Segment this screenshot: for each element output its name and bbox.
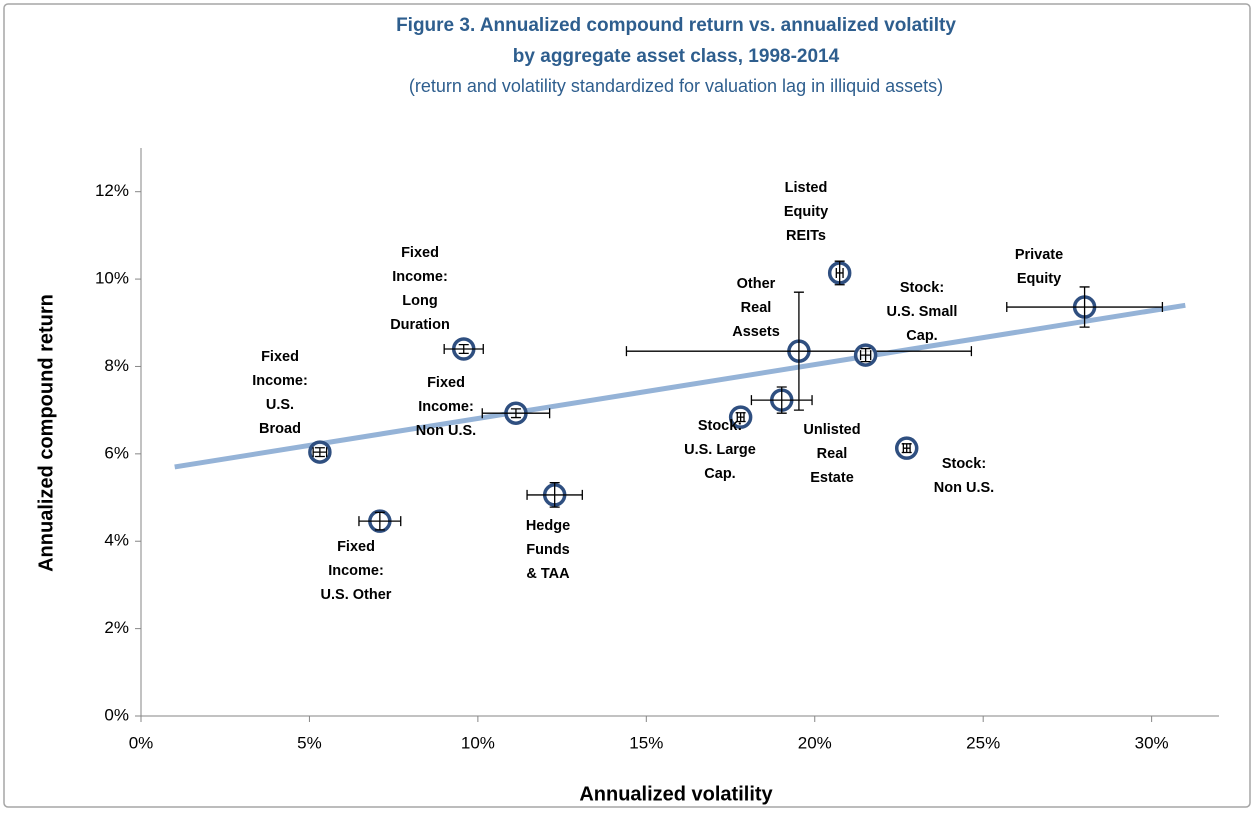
y-error-bar: [374, 511, 385, 531]
y-error-bar: [735, 412, 746, 423]
point-label: Non U.S.: [934, 480, 994, 496]
point-label: Non U.S.: [416, 423, 476, 439]
point-label: Other: [737, 276, 776, 292]
y-tick-label: 12%: [95, 181, 129, 200]
point-label: Stock:: [698, 418, 742, 434]
x-axis-title: Annualized volatility: [579, 783, 773, 805]
point-label: U.S.: [266, 397, 294, 413]
y-error-bar: [549, 482, 560, 508]
y-tick-label: 6%: [104, 443, 129, 462]
point-label: Cap.: [704, 466, 735, 482]
y-error-bar: [776, 386, 787, 414]
point-label: Income:: [252, 373, 308, 389]
point-label: Hedge: [526, 518, 570, 534]
chart-subtitle: (return and volatility standardized for …: [409, 76, 943, 96]
chart-frame: [3, 3, 1251, 808]
point-label: Income:: [418, 399, 474, 415]
point-label: Stock:: [900, 280, 944, 296]
point-label: Equity: [784, 204, 828, 220]
x-tick-label: 0%: [129, 733, 154, 752]
point-label: & TAA: [526, 566, 570, 582]
x-tick-label: 30%: [1135, 733, 1169, 752]
point-label: Income:: [392, 269, 448, 285]
point-label: Cap.: [906, 328, 937, 344]
point-label: Fixed: [261, 349, 299, 365]
y-error-bar: [901, 443, 912, 454]
point-label: Broad: [259, 421, 301, 437]
point-label: REITs: [786, 228, 826, 244]
y-error-bar: [510, 408, 521, 419]
point-label: U.S. Other: [321, 587, 392, 603]
point-label: Real: [817, 446, 848, 462]
y-error-bar: [793, 291, 804, 411]
y-tick-label: 2%: [104, 618, 129, 637]
point-label: Stock:: [942, 456, 986, 472]
point-label: Private: [1015, 247, 1063, 263]
x-tick-label: 15%: [629, 733, 663, 752]
y-error-bar: [1079, 286, 1090, 328]
y-tick-label: 8%: [104, 356, 129, 375]
point-label: Fixed: [401, 245, 439, 261]
y-tick-label: 10%: [95, 269, 129, 288]
chart-title: Figure 3. Annualized compound return vs.…: [396, 15, 956, 36]
y-tick-label: 4%: [104, 531, 129, 550]
y-axis-title: Annualized compound return: [35, 294, 57, 572]
y-error-bar: [860, 347, 871, 363]
x-tick-label: 10%: [461, 733, 495, 752]
y-tick-label: 0%: [104, 705, 129, 724]
point-label: Unlisted: [803, 422, 860, 438]
x-tick-label: 20%: [798, 733, 832, 752]
point-label: Income:: [328, 563, 384, 579]
point-label: U.S. Large: [684, 442, 756, 458]
point-label: U.S. Small: [887, 304, 958, 320]
point-label: Assets: [732, 324, 780, 340]
point-label: Equity: [1017, 271, 1061, 287]
point-label: Fixed: [337, 539, 375, 555]
point-label: Fixed: [427, 375, 465, 391]
point-label: Long: [402, 293, 437, 309]
point-label: Funds: [526, 542, 570, 558]
x-tick-label: 25%: [966, 733, 1000, 752]
point-label: Estate: [810, 470, 854, 486]
y-error-bar: [458, 343, 469, 355]
point-label: Listed: [785, 180, 828, 196]
y-error-bar: [834, 260, 845, 286]
point-label: Real: [741, 300, 772, 316]
chart-title: by aggregate asset class, 1998-2014: [513, 46, 840, 67]
y-error-bar: [314, 447, 325, 458]
point-label: Duration: [390, 317, 450, 333]
trend-line: [174, 302, 1186, 470]
x-tick-label: 5%: [297, 733, 322, 752]
